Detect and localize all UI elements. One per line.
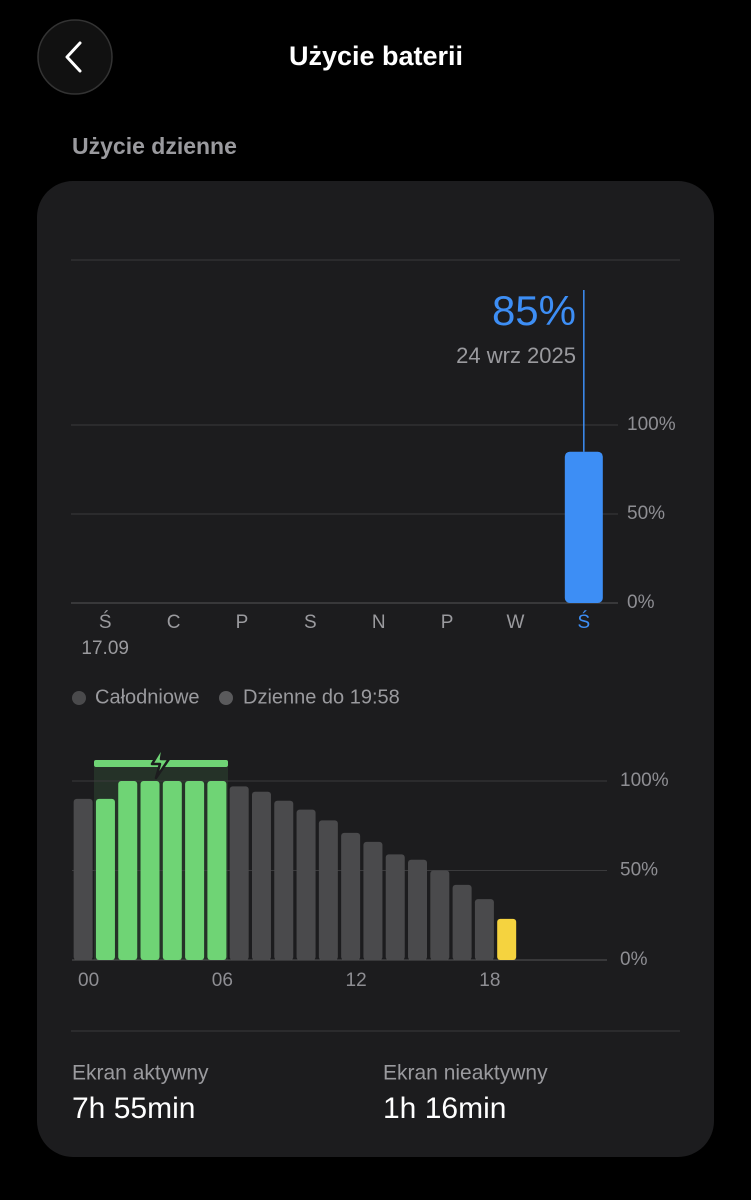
back-button[interactable] [37,19,113,95]
bar [140,781,160,960]
bar [251,791,271,960]
bar [564,451,603,603]
bar [296,809,316,960]
charging-area [94,767,228,960]
bar [385,854,405,960]
bar [318,820,338,960]
charging-icon [150,744,171,780]
y-tick-label: 50% [620,860,658,881]
bar [341,832,361,960]
y-tick-label: 100% [620,770,669,791]
bar [408,859,428,960]
x-tick-label: Ś [577,611,590,633]
stat-value: 1h 16min [383,1092,506,1125]
card [37,181,714,1157]
stat-label: Ekran nieaktywny [383,1062,548,1085]
bar [363,841,383,960]
bar [274,800,294,960]
bar [73,798,93,960]
x-tick-label: 18 [479,970,500,991]
stat-value: 7h 55min [72,1092,195,1125]
legend-dot [72,691,86,705]
bar [474,899,494,960]
x-tick-label: S [304,612,317,633]
x-tick-label: N [372,612,386,633]
stat-label: Ekran aktywny [72,1062,209,1085]
x-tick-label: 12 [346,970,367,991]
value-label: 85% [492,287,576,334]
x-tick-label: W [506,612,524,633]
y-tick-label: 100% [627,414,676,435]
bar [207,781,227,960]
section-label: Użycie dzienne [72,133,237,159]
legend-dot [219,691,233,705]
bar [95,798,115,960]
y-tick-label: 50% [627,503,665,524]
back-arrow[interactable] [65,41,82,73]
x-tick-label: Ś [99,611,112,633]
legend-label: Całodniowe [95,686,200,708]
x-tick-label: P [441,612,454,633]
x-tick-label: 00 [78,970,99,991]
annotation: 24 wrz 2025 [456,343,576,368]
bar [430,870,450,960]
y-tick-label: 0% [627,592,655,613]
x-tick-label: 06 [212,970,233,991]
y-tick-label: 0% [620,949,648,970]
bar [162,781,182,960]
bar [229,786,249,960]
x-tick-label: C [167,612,181,633]
bar [452,884,472,960]
bar [118,781,138,960]
legend-label: Dzienne do 19:58 [243,686,400,708]
x-tick-sublabel: 17.09 [81,638,129,659]
x-tick-label: P [236,612,249,633]
bar [185,781,205,960]
back-circle[interactable] [37,19,113,95]
page-title: Użycie baterii [289,41,463,71]
bar [497,918,517,960]
